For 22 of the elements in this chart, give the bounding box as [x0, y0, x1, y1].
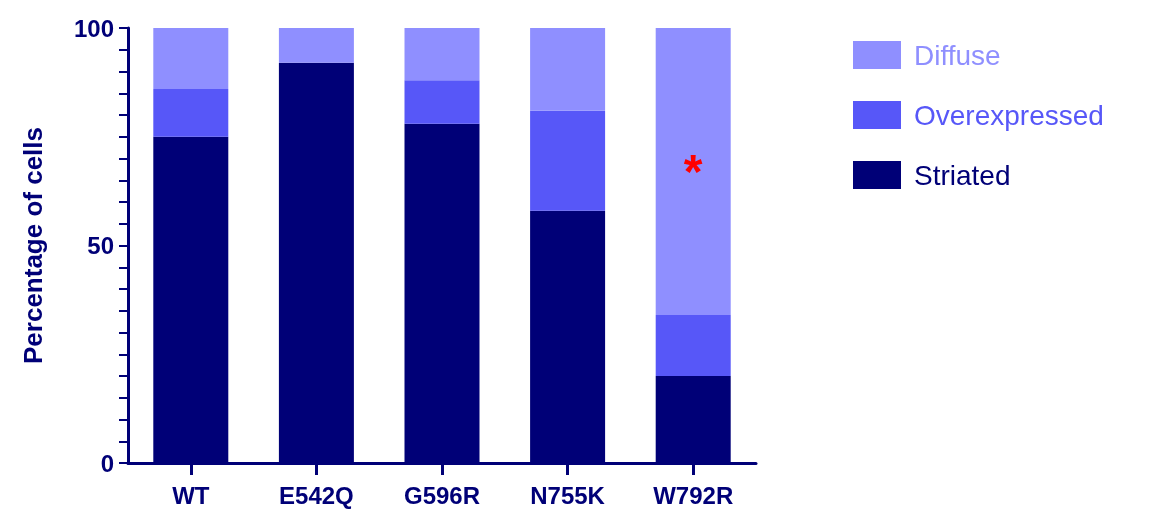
bar [530, 110, 606, 211]
bar [153, 88, 229, 137]
bar [655, 315, 731, 376]
x-tick-label: WT [172, 481, 210, 509]
y-tick-label: 0 [100, 449, 114, 477]
legend-label: Diffuse [914, 39, 1001, 71]
bar [278, 28, 354, 63]
legend-label: Overexpressed [914, 99, 1104, 131]
bar [404, 80, 480, 124]
x-tick-label: E542Q [279, 481, 354, 509]
x-tick-label: N755K [530, 481, 606, 509]
bar [655, 28, 731, 316]
bar [153, 28, 229, 89]
y-tick-label: 100 [73, 14, 114, 42]
legend-label: Striated [914, 159, 1011, 191]
y-tick-label: 50 [87, 232, 114, 259]
x-tick-label: G596R [403, 481, 481, 509]
annotation: * [683, 145, 703, 199]
x-tick-label: W792R [653, 481, 734, 509]
bar [530, 28, 606, 111]
y-axis-title: Percentage of cells [18, 127, 48, 364]
bar [404, 28, 480, 81]
